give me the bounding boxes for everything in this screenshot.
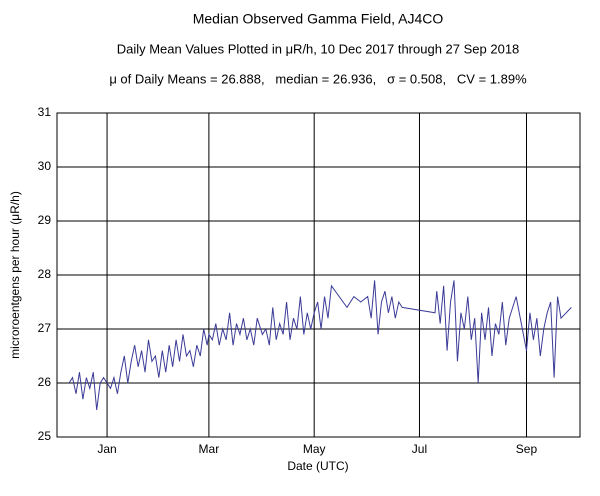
- x-tick-label: Jul: [412, 442, 427, 456]
- y-tick-label: 29: [38, 213, 52, 227]
- y-tick-label: 27: [38, 321, 52, 335]
- x-axis-label: Date (UTC): [287, 459, 348, 473]
- x-tick-label: Mar: [199, 442, 220, 456]
- y-tick-label: 25: [38, 429, 52, 443]
- stats-annotation: μ of Daily Means = 26.888, median = 26.9…: [109, 71, 527, 86]
- y-tick-label: 26: [38, 375, 52, 389]
- x-tick-label: Sep: [516, 442, 538, 456]
- chart-title: Median Observed Gamma Field, AJ4CO: [193, 11, 444, 27]
- y-tick-label: 28: [38, 267, 52, 281]
- y-tick-label: 30: [38, 159, 52, 173]
- x-tick-label: May: [303, 442, 326, 456]
- data-line: [68, 280, 572, 411]
- chart-subtitle: Daily Mean Values Plotted in μR/h, 10 De…: [117, 41, 520, 56]
- y-axis-label: microroentgens per hour (μR/h): [8, 191, 22, 359]
- x-tick-label: Jan: [97, 442, 116, 456]
- y-tick-label: 31: [38, 105, 52, 119]
